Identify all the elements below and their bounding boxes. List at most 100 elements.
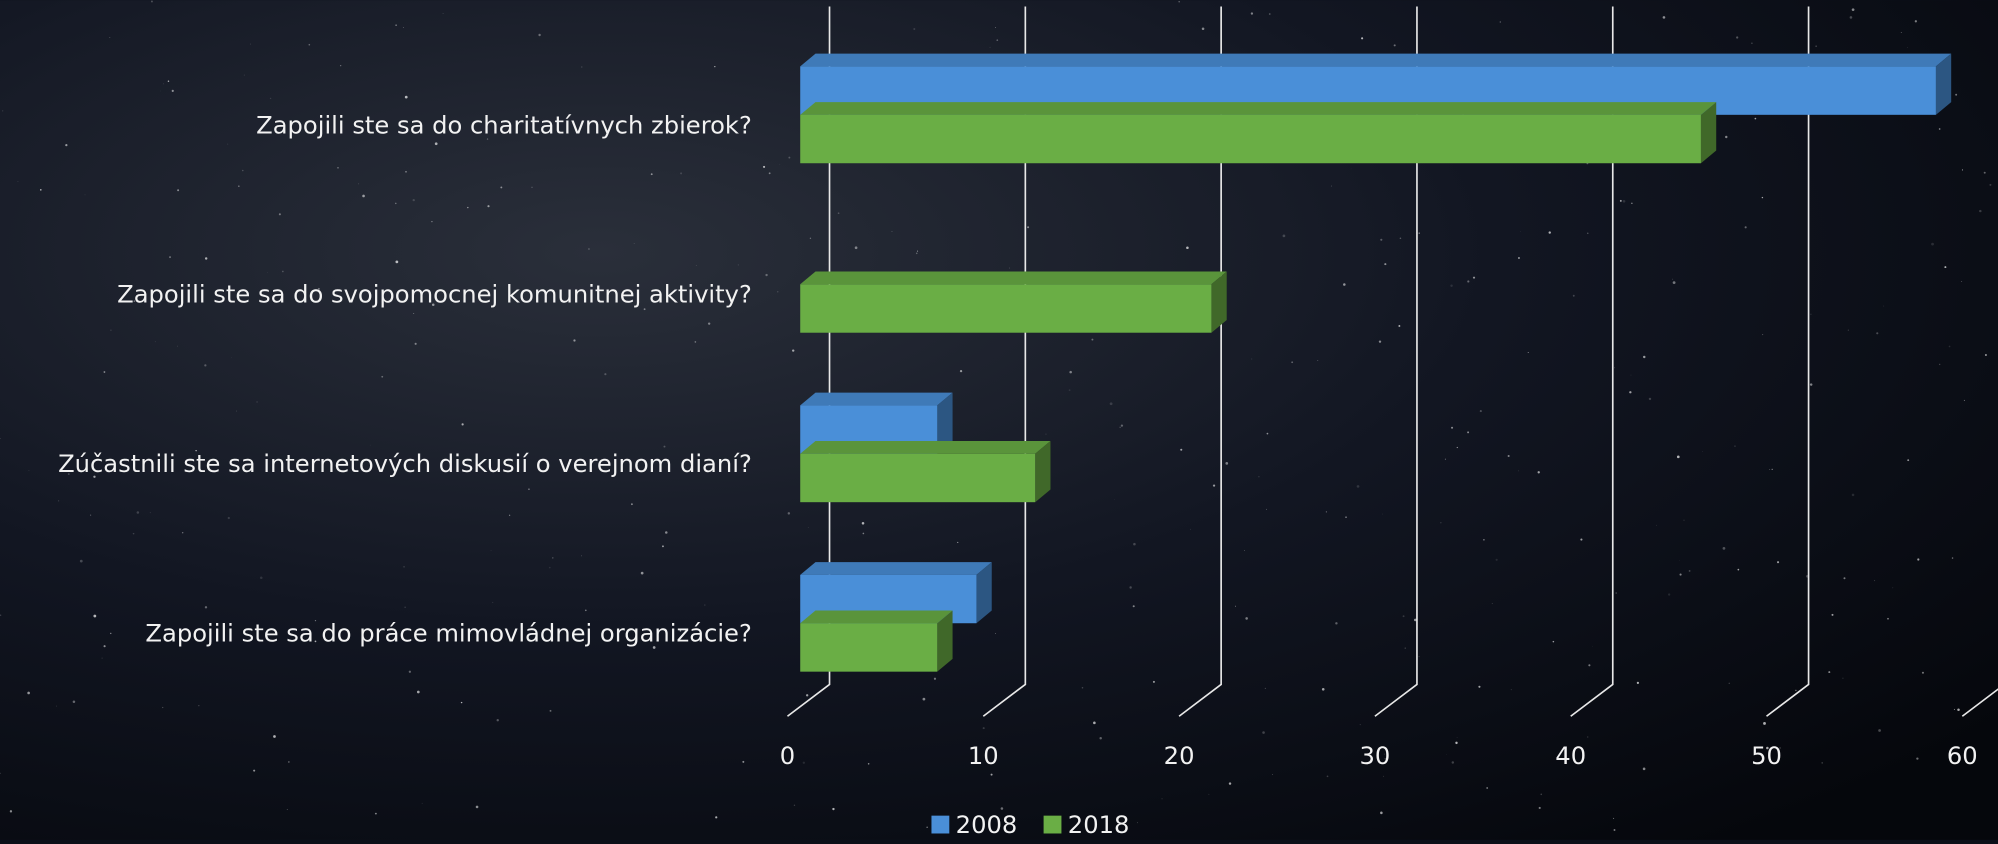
star — [491, 550, 492, 551]
star — [337, 167, 338, 168]
star — [1343, 283, 1346, 286]
star — [1815, 46, 1816, 47]
star — [492, 602, 493, 603]
star — [1326, 511, 1327, 512]
star — [1262, 731, 1265, 734]
star — [794, 805, 795, 806]
star — [358, 183, 359, 184]
x-tick-label: 50 — [1751, 742, 1782, 770]
star — [549, 567, 551, 569]
star — [1828, 671, 1830, 673]
star — [242, 170, 244, 172]
star — [990, 47, 991, 48]
star — [133, 533, 135, 535]
x-tick-label: 30 — [1359, 742, 1390, 770]
star — [1549, 231, 1551, 233]
star — [1677, 456, 1680, 459]
star — [29, 470, 30, 471]
star — [1496, 559, 1498, 561]
star — [631, 503, 633, 505]
star — [1876, 332, 1878, 334]
star — [1445, 459, 1446, 460]
star — [1457, 737, 1458, 738]
star — [1473, 277, 1475, 279]
star — [443, 13, 444, 14]
star — [1672, 279, 1673, 280]
star — [1843, 678, 1844, 679]
star — [1684, 520, 1685, 521]
star — [1615, 368, 1616, 369]
star — [1623, 200, 1626, 203]
star — [288, 761, 289, 762]
star — [1121, 425, 1123, 427]
star — [1379, 341, 1381, 343]
star — [641, 572, 644, 575]
star — [1345, 516, 1346, 517]
star — [1663, 16, 1666, 19]
y-tick-label: Zapojili ste sa do svojpomocnej komunitn… — [117, 281, 752, 309]
star — [1322, 688, 1325, 691]
star — [409, 671, 411, 673]
star — [1486, 787, 1488, 789]
star — [282, 271, 284, 273]
star — [10, 810, 12, 812]
star — [1843, 577, 1845, 579]
star — [309, 44, 311, 46]
star — [151, 1, 153, 3]
star — [1518, 257, 1520, 259]
bar — [800, 441, 1050, 502]
star — [704, 604, 706, 606]
star — [1631, 203, 1632, 204]
star — [1892, 587, 1893, 588]
star — [509, 515, 510, 516]
star — [1984, 172, 1986, 174]
star — [588, 248, 589, 249]
star — [160, 91, 161, 92]
star — [1480, 410, 1482, 412]
star — [1419, 232, 1420, 233]
bar — [800, 272, 1226, 333]
star — [863, 533, 865, 535]
star — [1755, 118, 1757, 120]
star — [1643, 768, 1646, 771]
star — [714, 66, 715, 67]
star — [1907, 459, 1909, 461]
star — [788, 157, 790, 159]
star — [1528, 352, 1529, 353]
bar-front — [800, 115, 1701, 163]
star — [362, 195, 365, 198]
star — [1762, 197, 1763, 198]
star — [1153, 681, 1155, 683]
star — [1580, 539, 1582, 541]
star — [405, 607, 406, 608]
star — [415, 343, 417, 345]
star — [370, 445, 371, 446]
star — [1403, 615, 1405, 617]
star — [1573, 295, 1575, 297]
star — [1291, 361, 1293, 363]
star — [1954, 709, 1955, 710]
star — [695, 341, 697, 343]
star — [1637, 682, 1639, 684]
star — [991, 774, 993, 776]
star — [995, 633, 996, 634]
star — [1884, 306, 1885, 307]
star — [461, 702, 462, 703]
star — [1540, 794, 1542, 796]
star — [198, 705, 199, 706]
star — [934, 678, 936, 680]
star — [497, 719, 499, 721]
star — [1380, 812, 1383, 815]
star — [1483, 539, 1484, 540]
star — [1266, 509, 1267, 510]
star — [1939, 128, 1941, 130]
star — [375, 813, 377, 815]
star — [1045, 434, 1046, 435]
star — [810, 238, 811, 239]
star — [1269, 13, 1271, 15]
star — [228, 517, 230, 519]
star — [413, 313, 414, 314]
star — [56, 706, 57, 707]
